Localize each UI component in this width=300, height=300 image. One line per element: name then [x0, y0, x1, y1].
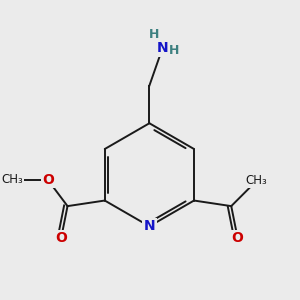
- Text: N: N: [157, 41, 168, 55]
- Text: CH₃: CH₃: [2, 173, 23, 187]
- Text: O: O: [55, 231, 67, 245]
- Text: O: O: [232, 231, 244, 245]
- Text: H: H: [169, 44, 180, 57]
- Text: CH₃: CH₃: [246, 174, 267, 188]
- Text: H: H: [148, 28, 159, 41]
- Text: N: N: [144, 219, 155, 233]
- Text: O: O: [42, 173, 54, 187]
